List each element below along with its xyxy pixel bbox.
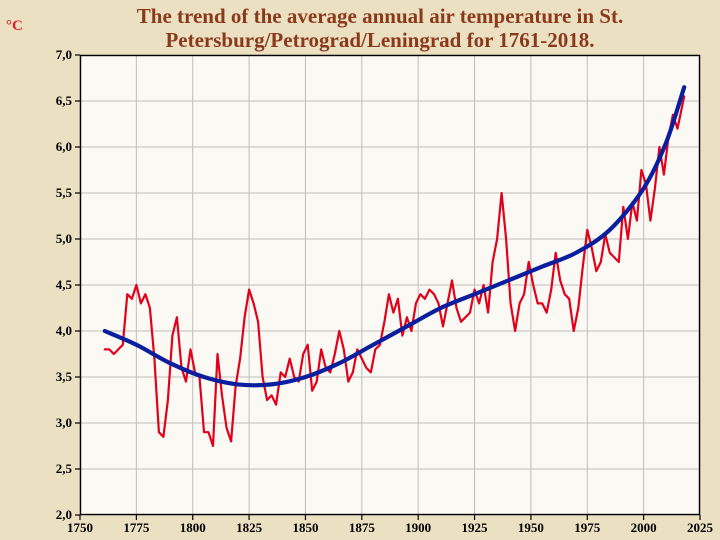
y-tick-label: 5,5 <box>32 185 72 201</box>
x-tick-label: 1925 <box>462 520 488 536</box>
x-tick-label: 2000 <box>631 520 657 536</box>
x-tick-label: 1875 <box>349 520 375 536</box>
chart-title: The trend of the average annual air temp… <box>60 4 700 52</box>
x-tick-label: 1975 <box>574 520 600 536</box>
x-tick-label: 1950 <box>518 520 544 536</box>
y-tick-label: 4,0 <box>32 323 72 339</box>
x-tick-label: 1900 <box>405 520 431 536</box>
y-tick-label: 6,0 <box>32 139 72 155</box>
plot-container: 2,02,53,03,54,04,55,05,56,06,57,01750177… <box>40 55 700 515</box>
y-axis-unit-label: °C <box>6 18 23 35</box>
x-tick-label: 1850 <box>292 520 318 536</box>
y-tick-label: 7,0 <box>32 47 72 63</box>
y-tick-label: 3,5 <box>32 369 72 385</box>
x-tick-label: 1775 <box>123 520 149 536</box>
y-tick-label: 5,0 <box>32 231 72 247</box>
x-tick-label: 1825 <box>236 520 262 536</box>
plot-area: 2,02,53,03,54,04,55,05,56,06,57,01750177… <box>40 55 700 515</box>
x-tick-label: 1800 <box>180 520 206 536</box>
x-tick-label: 2025 <box>687 520 713 536</box>
page-root: The trend of the average annual air temp… <box>0 0 720 540</box>
y-tick-label: 6,5 <box>32 93 72 109</box>
y-tick-label: 4,5 <box>32 277 72 293</box>
x-tick-label: 1750 <box>67 520 93 536</box>
y-tick-label: 2,0 <box>32 507 72 523</box>
y-tick-label: 3,0 <box>32 415 72 431</box>
y-tick-label: 2,5 <box>32 461 72 477</box>
chart-svg <box>80 55 700 515</box>
